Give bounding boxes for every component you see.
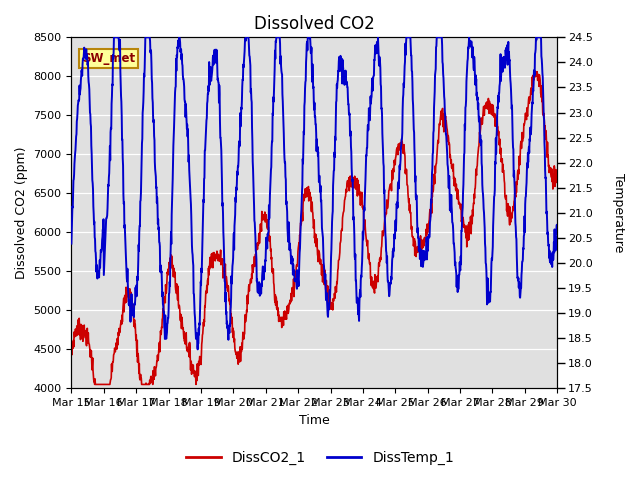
- Title: Dissolved CO2: Dissolved CO2: [254, 15, 374, 33]
- Text: SW_met: SW_met: [82, 52, 135, 65]
- Y-axis label: Temperature: Temperature: [612, 173, 625, 252]
- Legend: DissCO2_1, DissTemp_1: DissCO2_1, DissTemp_1: [180, 445, 460, 471]
- X-axis label: Time: Time: [299, 414, 330, 427]
- Y-axis label: Dissolved CO2 (ppm): Dissolved CO2 (ppm): [15, 146, 28, 279]
